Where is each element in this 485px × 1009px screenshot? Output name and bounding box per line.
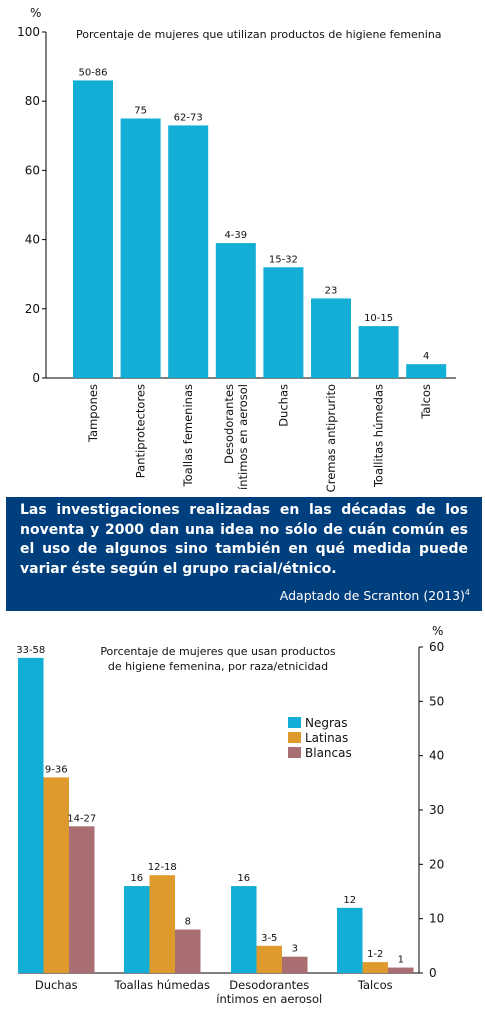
legend-label: Negras [305,716,348,730]
bar-data-label: 1 [398,955,404,966]
bar-data-label: 8 [185,917,191,928]
bar-data-label: 75 [134,106,147,117]
category-label-group: Tampones [86,384,100,443]
chart-usage-by-race: Porcentaje de mujeres que usan productos… [16,624,444,1006]
bar-data-label: 23 [325,285,338,296]
category-label: Pantiprotectores [134,384,148,478]
chart-feminine-hygiene-usage: % Porcentaje de mujeres que utilizan prod… [17,6,456,492]
bar [358,326,399,378]
category-label-group: Duchas [276,384,290,427]
category-label: Talcos [357,978,393,992]
bar-negras [124,886,150,973]
bar-data-label: 4 [423,351,429,362]
bar-data-label: 12 [343,895,356,906]
bar-blancas [388,967,414,973]
y-tick-label: 50 [429,694,444,708]
category-label-group: Desodorantes íntimos en aerosol [222,384,250,490]
y-tick-label: 20 [429,857,444,871]
bar [311,298,351,378]
bar-data-label: 16 [237,873,250,884]
bar-data-label: 16 [130,873,143,884]
bar-data-label: 15-32 [269,254,298,265]
y-tick-label: 60 [25,163,40,177]
y-tick-label: 100 [17,25,40,39]
y-tick-label: 10 [429,912,444,926]
category-label: Tampones [86,384,100,443]
bar [406,364,447,378]
y-tick-label: 80 [25,94,40,108]
bar-data-label: 1-2 [367,949,383,960]
bar-data-label: 62-73 [174,112,203,123]
bar-latinas [43,777,69,973]
bar-negras [18,657,44,973]
bar-latinas [149,875,175,973]
bar-data-label: 3-5 [261,933,277,944]
legend-swatch [288,732,301,743]
bar-blancas [282,956,308,973]
category-label: Toallas húmedas [114,978,210,992]
info-box-source-text: Adaptado de Scranton (2013) [279,588,465,603]
y-axis-unit: % [30,6,41,20]
legend-swatch [288,717,301,728]
info-box-source-reference: 4 [464,587,470,597]
bar [263,267,304,378]
category-label: Duchas [276,384,290,427]
legend-swatch [288,747,301,758]
bar [215,243,256,378]
bar [168,125,209,378]
category-label-group: Toallitas húmedas [372,384,386,488]
bar-data-label: 50-86 [78,67,107,78]
legend-label: Blancas [305,746,352,760]
y-axis-unit: % [432,624,443,638]
bar-blancas [69,826,95,973]
category-label: Toallitas húmedas [372,384,386,488]
bar-negras [337,907,363,973]
y-tick-label: 20 [25,302,40,316]
category-label-group: Pantiprotectores [134,384,148,478]
category-label: Cremas antiprurito [324,384,338,492]
category-label: íntimos en aerosol [236,384,250,490]
chart-title: Porcentaje de mujeres que utilizan produ… [76,28,442,41]
y-tick-label: 40 [429,749,444,763]
info-box-source: Adaptado de Scranton (2013)4 [280,588,470,603]
y-tick-label: 60 [429,640,444,654]
bar-data-label: 33-58 [16,645,45,656]
bar-latinas [256,945,282,973]
bar-data-label: 12-18 [148,862,177,873]
bar [73,80,113,378]
bar-data-label: 9-36 [45,764,68,775]
y-tick-label: 0 [32,371,40,385]
category-label: Desodorantes [222,384,236,464]
legend-label: Latinas [305,731,348,745]
bar-data-label: 3 [292,944,298,955]
bar-blancas [175,929,201,973]
info-box-text: Las investigaciones realizadas en las dé… [20,502,468,577]
category-label-group: Toallas femeninas [181,384,195,487]
chart-title: Porcentaje de mujeres que usan productos… [100,645,336,673]
category-label: Talcos [419,384,433,420]
category-label-group: Cremas antiprurito [324,384,338,492]
y-tick-label: 40 [25,233,40,247]
category-label: Duchas [35,978,78,992]
bar-data-label: 10-15 [364,313,393,324]
bar-data-label: 4-39 [224,230,247,241]
category-label-group: Talcos [419,384,433,420]
bar-data-label: 14-27 [67,813,96,824]
y-tick-label: 0 [429,966,437,980]
bar [120,118,161,378]
category-label: Toallas femeninas [181,384,195,487]
bar-latinas [362,962,388,973]
info-box: Las investigaciones realizadas en las dé… [6,497,482,611]
y-tick-label: 30 [429,803,444,817]
bar-negras [231,886,257,973]
category-label: Desodorantes íntimos en aerosol [216,978,322,1006]
